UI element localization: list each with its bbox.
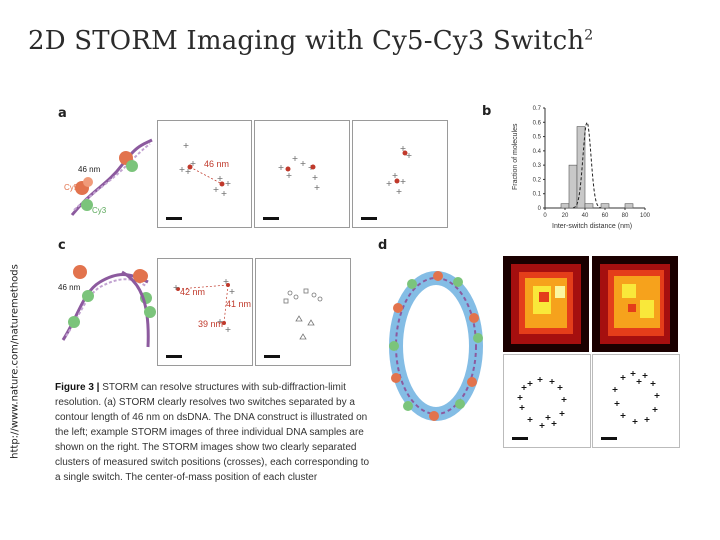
length-label-a: 46 nm — [78, 165, 101, 174]
circular-dna-illustration — [389, 271, 483, 421]
cy3-label: Cy3 — [92, 206, 107, 215]
y-tick-label: 0 — [538, 206, 542, 212]
distance-label-1: 42 nm — [180, 287, 205, 297]
x-tick-label: 100 — [640, 213, 651, 219]
histogram-bar — [560, 203, 570, 209]
y-tick-label: 0.2 — [533, 177, 542, 183]
slide-title: 2D STORM Imaging with Cy5-Cy3 Switch2 — [28, 26, 594, 56]
storm-ring-2 — [592, 354, 680, 448]
y-tick-label: 0.1 — [533, 192, 542, 198]
y-tick-label: 0.5 — [533, 135, 542, 141]
fit-curve — [572, 120, 602, 209]
length-label-c: 46 nm — [58, 283, 81, 292]
x-tick-label: 60 — [602, 213, 609, 219]
heatmap-1 — [503, 256, 589, 352]
dna-construct-c-tail — [121, 270, 156, 348]
y-tick-label: 0.3 — [533, 163, 542, 169]
y-tick-label: 0.7 — [533, 106, 542, 112]
storm-image-c1: 42 nm 41 nm 39 nm — [157, 258, 253, 366]
journal-url: http://www.nature.com/naturemethods — [9, 264, 21, 459]
x-tick-label: 40 — [582, 213, 589, 219]
storm-image-a1: 46 nm — [157, 120, 252, 228]
x-tick-label: 20 — [562, 213, 569, 219]
storm-image-a3 — [352, 120, 448, 228]
storm-image-a2 — [254, 120, 350, 228]
distance-label-3: 39 nm — [198, 319, 223, 329]
x-tick-label: 80 — [622, 213, 629, 219]
storm-image-c2 — [255, 258, 351, 366]
panel-label-c: c — [58, 238, 66, 253]
histogram-bar — [600, 203, 610, 209]
x-tick-label: 0 — [543, 213, 547, 219]
histogram-bar — [576, 126, 586, 209]
cy5-label: Cy5 — [64, 183, 79, 192]
distance-label-2: 41 nm — [226, 299, 251, 309]
y-axis-label: Fraction of molecules — [512, 123, 519, 190]
histogram-bar — [568, 164, 578, 209]
heatmap-2 — [592, 256, 678, 352]
sample-length-label: 46 nm — [204, 159, 229, 169]
figure-caption: Figure 3 | STORM can resolve structures … — [55, 382, 370, 483]
storm-ring-1 — [503, 354, 591, 448]
y-tick-label: 0.4 — [533, 149, 542, 155]
panel-label-d: d — [378, 238, 388, 253]
histogram-bar — [584, 203, 594, 209]
panel-label-b: b — [482, 104, 492, 119]
x-axis-label: Inter-switch distance (nm) — [552, 223, 632, 230]
dna-construct-a: 46 nm Cy5 Cy3 — [64, 138, 153, 216]
histogram-chart: 0 20 40 60 80 100 0 0.1 0.2 0.3 0.4 0.5 0.6 0.7 Inter… — [512, 106, 651, 230]
y-tick-label: 0.6 — [533, 120, 542, 126]
panel-label-a: a — [58, 106, 67, 121]
histogram-bar — [624, 203, 634, 209]
